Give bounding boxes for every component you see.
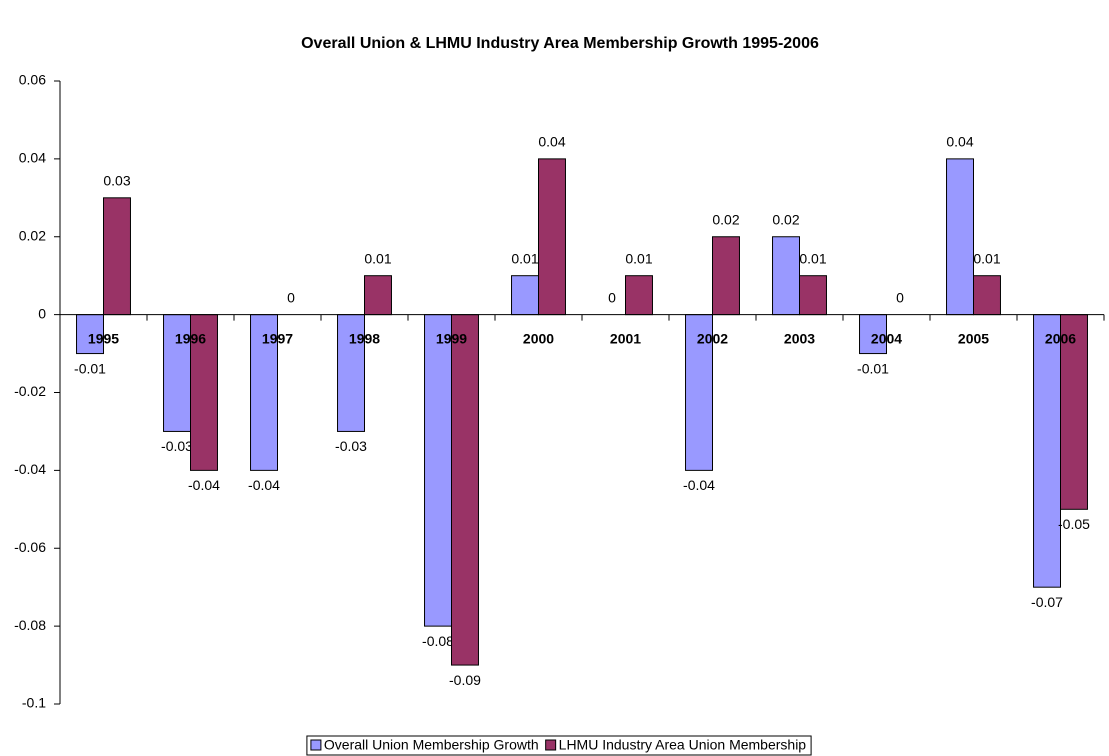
data-label: -0.03	[335, 438, 367, 454]
data-label: 0.01	[364, 250, 391, 266]
legend-swatch	[310, 739, 322, 751]
x-tick-label: 2003	[784, 330, 815, 346]
bar	[946, 158, 975, 316]
x-tick-label: 2000	[523, 330, 554, 346]
data-label: -0.03	[161, 438, 193, 454]
bar	[364, 275, 392, 316]
data-label: 0.02	[772, 211, 799, 227]
data-label: -0.01	[74, 360, 106, 376]
data-label: 0.01	[625, 250, 652, 266]
bar	[103, 197, 131, 316]
x-tick-label: 1996	[175, 330, 206, 346]
bar	[625, 275, 653, 316]
bar	[1033, 314, 1062, 588]
y-tick-label: 0.04	[19, 150, 46, 166]
y-tick-label: 0.02	[19, 227, 46, 243]
y-tick-label: 0.06	[19, 72, 46, 88]
x-tick-label: 1997	[262, 330, 293, 346]
y-tick-label: -0.04	[14, 461, 46, 477]
data-label: -0.01	[857, 360, 889, 376]
data-label: 0.04	[946, 134, 973, 150]
x-tick-label: 2001	[610, 330, 641, 346]
chart-title: Overall Union & LHMU Industry Area Membe…	[301, 35, 819, 52]
x-tick-label: 1995	[88, 330, 119, 346]
data-label: -0.04	[188, 477, 220, 493]
data-label: 0	[608, 289, 616, 305]
legend-box	[306, 735, 812, 756]
legend-label: Overall Union Membership Growth	[324, 737, 539, 753]
bar	[337, 314, 365, 432]
bar	[799, 275, 827, 316]
data-label: -0.04	[248, 477, 280, 493]
data-label: 0.01	[799, 250, 826, 266]
bar	[190, 314, 218, 471]
x-tick-label: 2006	[1045, 330, 1076, 346]
data-label: 0.03	[103, 173, 130, 189]
data-label: 0.04	[538, 134, 565, 150]
bar	[685, 314, 714, 471]
x-tick-label: 1999	[436, 330, 467, 346]
y-tick-label: 0	[38, 305, 46, 321]
x-tick-label: 1998	[349, 330, 380, 346]
bar	[859, 314, 888, 355]
bar	[973, 275, 1001, 316]
bar	[250, 314, 278, 471]
bar	[772, 236, 801, 316]
data-label: -0.09	[449, 672, 481, 688]
y-tick-label: -0.1	[22, 695, 46, 711]
x-tick-label: 2005	[958, 330, 989, 346]
bar	[538, 158, 566, 316]
data-label: -0.05	[1058, 516, 1090, 532]
data-label: 0.01	[511, 250, 538, 266]
data-label: 0	[287, 289, 295, 305]
bar	[424, 314, 452, 627]
bar	[712, 236, 740, 316]
legend-label: LHMU Industry Area Union Membership	[559, 737, 807, 753]
data-label: -0.07	[1031, 594, 1063, 610]
data-label: 0.02	[712, 211, 739, 227]
bar	[511, 275, 539, 316]
x-tick-label: 2004	[871, 330, 902, 346]
y-tick-label: -0.08	[14, 617, 46, 633]
data-label: 0.01	[973, 250, 1000, 266]
y-tick-label: -0.02	[14, 383, 46, 399]
y-tick-label: -0.06	[14, 539, 46, 555]
x-tick-label: 2002	[697, 330, 728, 346]
bar	[1060, 314, 1088, 510]
bar	[451, 314, 479, 666]
data-label: -0.08	[422, 633, 454, 649]
legend: Overall Union Membership Growth LHMU Indu…	[306, 735, 812, 756]
data-label: -0.04	[683, 477, 715, 493]
data-label: 0	[896, 289, 904, 305]
legend-swatch	[545, 739, 557, 751]
